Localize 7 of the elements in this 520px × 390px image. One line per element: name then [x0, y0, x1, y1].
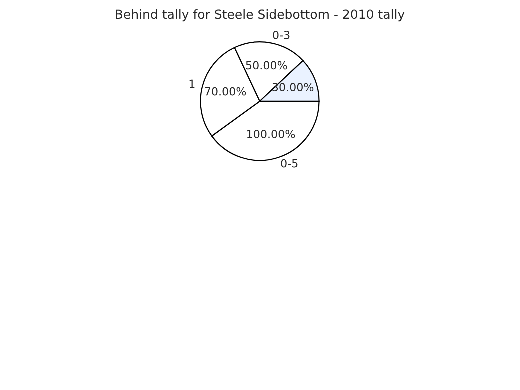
data-label: 100.00%	[247, 130, 296, 138]
slice-label: 0-3	[273, 31, 290, 40]
slice-label: 0-5	[281, 159, 298, 168]
slice-label: 1	[190, 80, 195, 88]
chart-title: Behind tally for Steele Sidebottom - 2010 tally	[116, 9, 405, 22]
data-label: 50.00%	[246, 61, 288, 70]
data-label: 70.00%	[205, 87, 246, 96]
